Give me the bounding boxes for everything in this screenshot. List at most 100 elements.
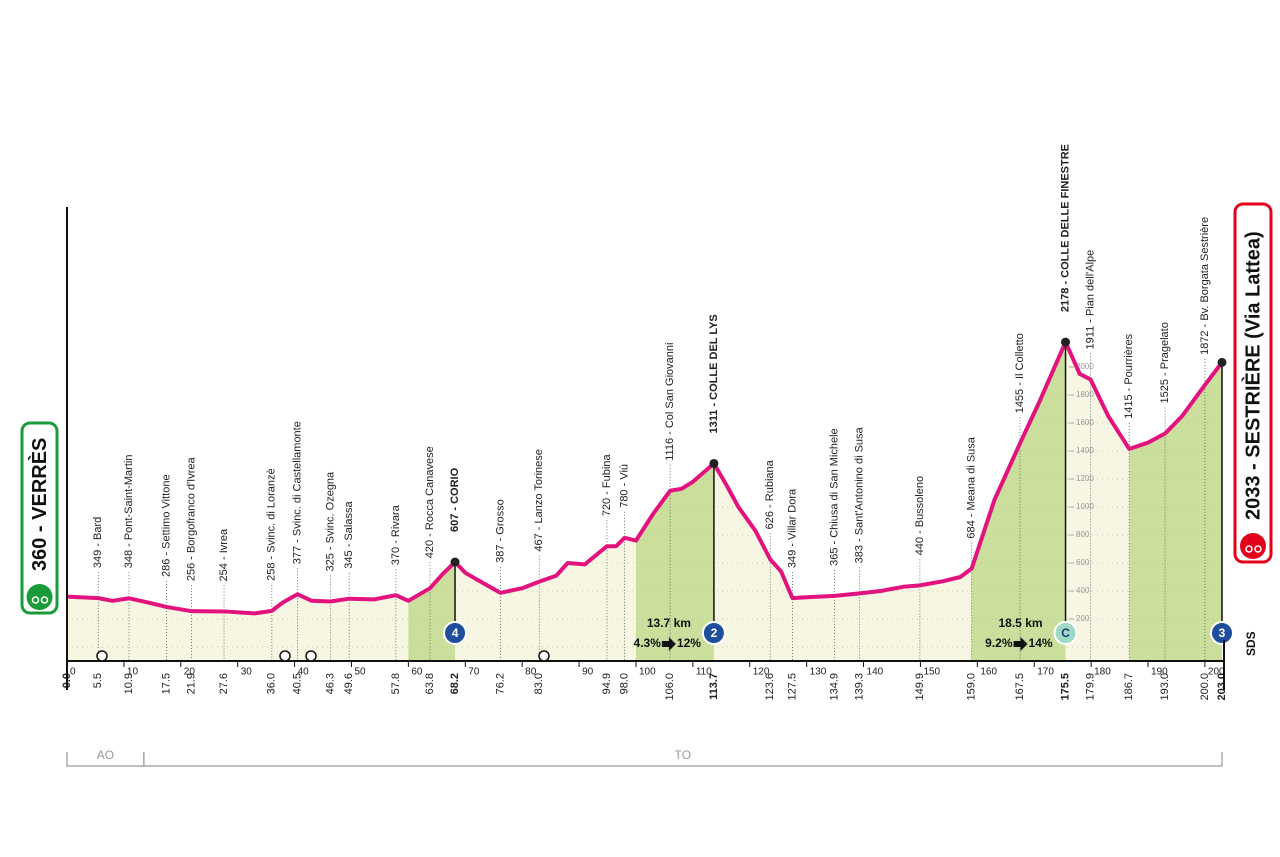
x-tick-label: 20 — [184, 667, 196, 678]
waypoint-label: 467 - Lanzo Torinese — [533, 449, 545, 552]
waypoint-label: 349 - Bard — [92, 517, 104, 568]
x-tick-label: 190 — [1151, 667, 1168, 678]
y-tick-label: 1200 — [1076, 474, 1094, 483]
waypoint-label: 254 - Ivrea — [218, 528, 230, 581]
start-icon-wheel — [40, 596, 49, 604]
start-label: 360 - VERRÈS — [28, 438, 51, 571]
km-label: 17.5 — [160, 673, 172, 694]
km-label: 179.9 — [1084, 673, 1096, 701]
x-tick-label: 200 — [1208, 667, 1225, 678]
x-tick-label: 170 — [1037, 667, 1054, 678]
waypoint-label: 2178 - COLLE DELLE FINESTRE — [1059, 144, 1071, 312]
km-label: 113.7 — [708, 673, 720, 700]
km-label: 149.9 — [914, 673, 926, 701]
waypoint-label: 1311 - COLLE DEL LYS — [708, 314, 720, 433]
waypoint-label: 348 - Pont-Saint-Martin — [123, 455, 135, 569]
km-label: 159.0 — [966, 673, 978, 701]
km-label: 49.6 — [343, 673, 355, 694]
km-label: 175.5 — [1059, 673, 1071, 701]
climb-icon — [1053, 621, 1078, 645]
y-tick-label: 1400 — [1076, 446, 1094, 455]
waypoint-label: 325 - Svinc. Ozegna — [324, 471, 336, 572]
climb-category: C — [1061, 626, 1070, 640]
finish-box — [1233, 202, 1273, 564]
sponsor: SDS — [1244, 631, 1258, 656]
km-label: 46.3 — [324, 673, 336, 694]
x-tick-label: 50 — [354, 667, 366, 678]
km-label: 123.6 — [764, 673, 776, 701]
y-tick-label: 800 — [1076, 530, 1090, 539]
km-label: 98.0 — [618, 673, 630, 694]
km-label: 5.5 — [92, 673, 104, 688]
finish-icon-wheel — [1245, 545, 1253, 553]
x-tick-label: 90 — [582, 667, 594, 678]
y-tick-label: 1800 — [1076, 390, 1094, 399]
x-tick-label: 60 — [411, 667, 423, 678]
summit-dot — [450, 557, 460, 567]
waypoint-label: 365 - Chiusa di San Michele — [828, 428, 840, 566]
climb-category: 3 — [1219, 626, 1226, 640]
km-label: 36.0 — [266, 673, 278, 694]
y-tick-label: 200 — [1076, 614, 1090, 623]
climb-length: 18.5 km — [999, 616, 1043, 630]
km-label: 203.0 — [1216, 673, 1228, 701]
km-label: 193.0 — [1159, 673, 1171, 701]
waypoint-label: 387 - Grosso — [494, 499, 506, 563]
waypoint-label: 345 - Salassa — [343, 501, 355, 569]
summit-dot — [1217, 357, 1227, 367]
km-label: 186.7 — [1123, 673, 1135, 701]
gradient-arrow — [661, 637, 676, 651]
tunnel-icons — [96, 650, 550, 662]
km-label: 40.5 — [291, 673, 303, 694]
x-tick-label: 120 — [753, 667, 770, 678]
waypoint-label: 370 - Rivara — [390, 504, 402, 565]
waypoint-label: 780 - Viù — [618, 464, 630, 508]
x-tick-label: 160 — [980, 667, 997, 678]
climb-category: 4 — [452, 626, 459, 640]
start-icon-wheel — [31, 596, 40, 604]
y-tick-label: 2000 — [1076, 362, 1094, 371]
km-label: 83.0 — [533, 673, 545, 694]
km-label: 68.2 — [449, 673, 461, 694]
x-tick-label: 180 — [1094, 667, 1111, 678]
climb-icon — [443, 621, 468, 645]
waypoint-label: 684 - Meana di Susa — [966, 436, 978, 538]
km-label: 94.9 — [601, 673, 613, 694]
x-tick-label: 40 — [298, 667, 310, 678]
waypoint-label: 1455 - Il Colletto — [1014, 333, 1026, 413]
waypoint-label: 256 - Borgofranco d'Ivrea — [186, 456, 198, 581]
km-label: 76.2 — [494, 673, 506, 694]
climb-length: 13.7 km — [647, 616, 691, 630]
climb-max: 12% — [677, 636, 701, 650]
waypoint-label: 1415 - Pourrières — [1123, 333, 1135, 418]
y-tick-label: 600 — [1076, 558, 1090, 567]
waypoint-label: 1911 - Pian dell'Alpe — [1084, 250, 1096, 350]
profile-line — [66, 340, 1224, 616]
x-tick-label: 10 — [127, 667, 139, 678]
x-tick-label: 100 — [639, 667, 656, 678]
summit-dot — [709, 458, 719, 468]
climb-icon — [701, 621, 726, 645]
finish-icon-wheel — [1254, 545, 1262, 553]
waypoint-label: 626 - Rubiana — [764, 459, 776, 529]
waypoint-label: 607 - CORIO — [449, 467, 461, 532]
km-label: 167.5 — [1014, 673, 1026, 701]
finish-icon — [1240, 533, 1266, 559]
climb-icon — [1210, 621, 1234, 645]
x-tick-label: 130 — [810, 667, 827, 678]
start-icon — [26, 584, 53, 610]
km-label: 127.5 — [786, 673, 798, 701]
waypoint-label: 420 - Rocca Canavese — [424, 446, 436, 558]
km-label: 134.9 — [828, 673, 840, 701]
waypoint-label: 377 - Svinc. di Castellamonte — [291, 421, 303, 564]
km-label: 57.8 — [390, 673, 402, 694]
x-tick-label: 110 — [696, 667, 712, 678]
km-label: 27.6 — [218, 673, 230, 694]
x-tick-label: 140 — [867, 667, 884, 678]
region-label: AO — [97, 748, 114, 762]
waypoint-label: 1116 - Col San Giovanni — [664, 343, 676, 461]
region-bracket — [143, 752, 1223, 767]
waypoint-label: 720 - Fubina — [601, 454, 613, 517]
km-label: 10.9 — [123, 673, 135, 694]
